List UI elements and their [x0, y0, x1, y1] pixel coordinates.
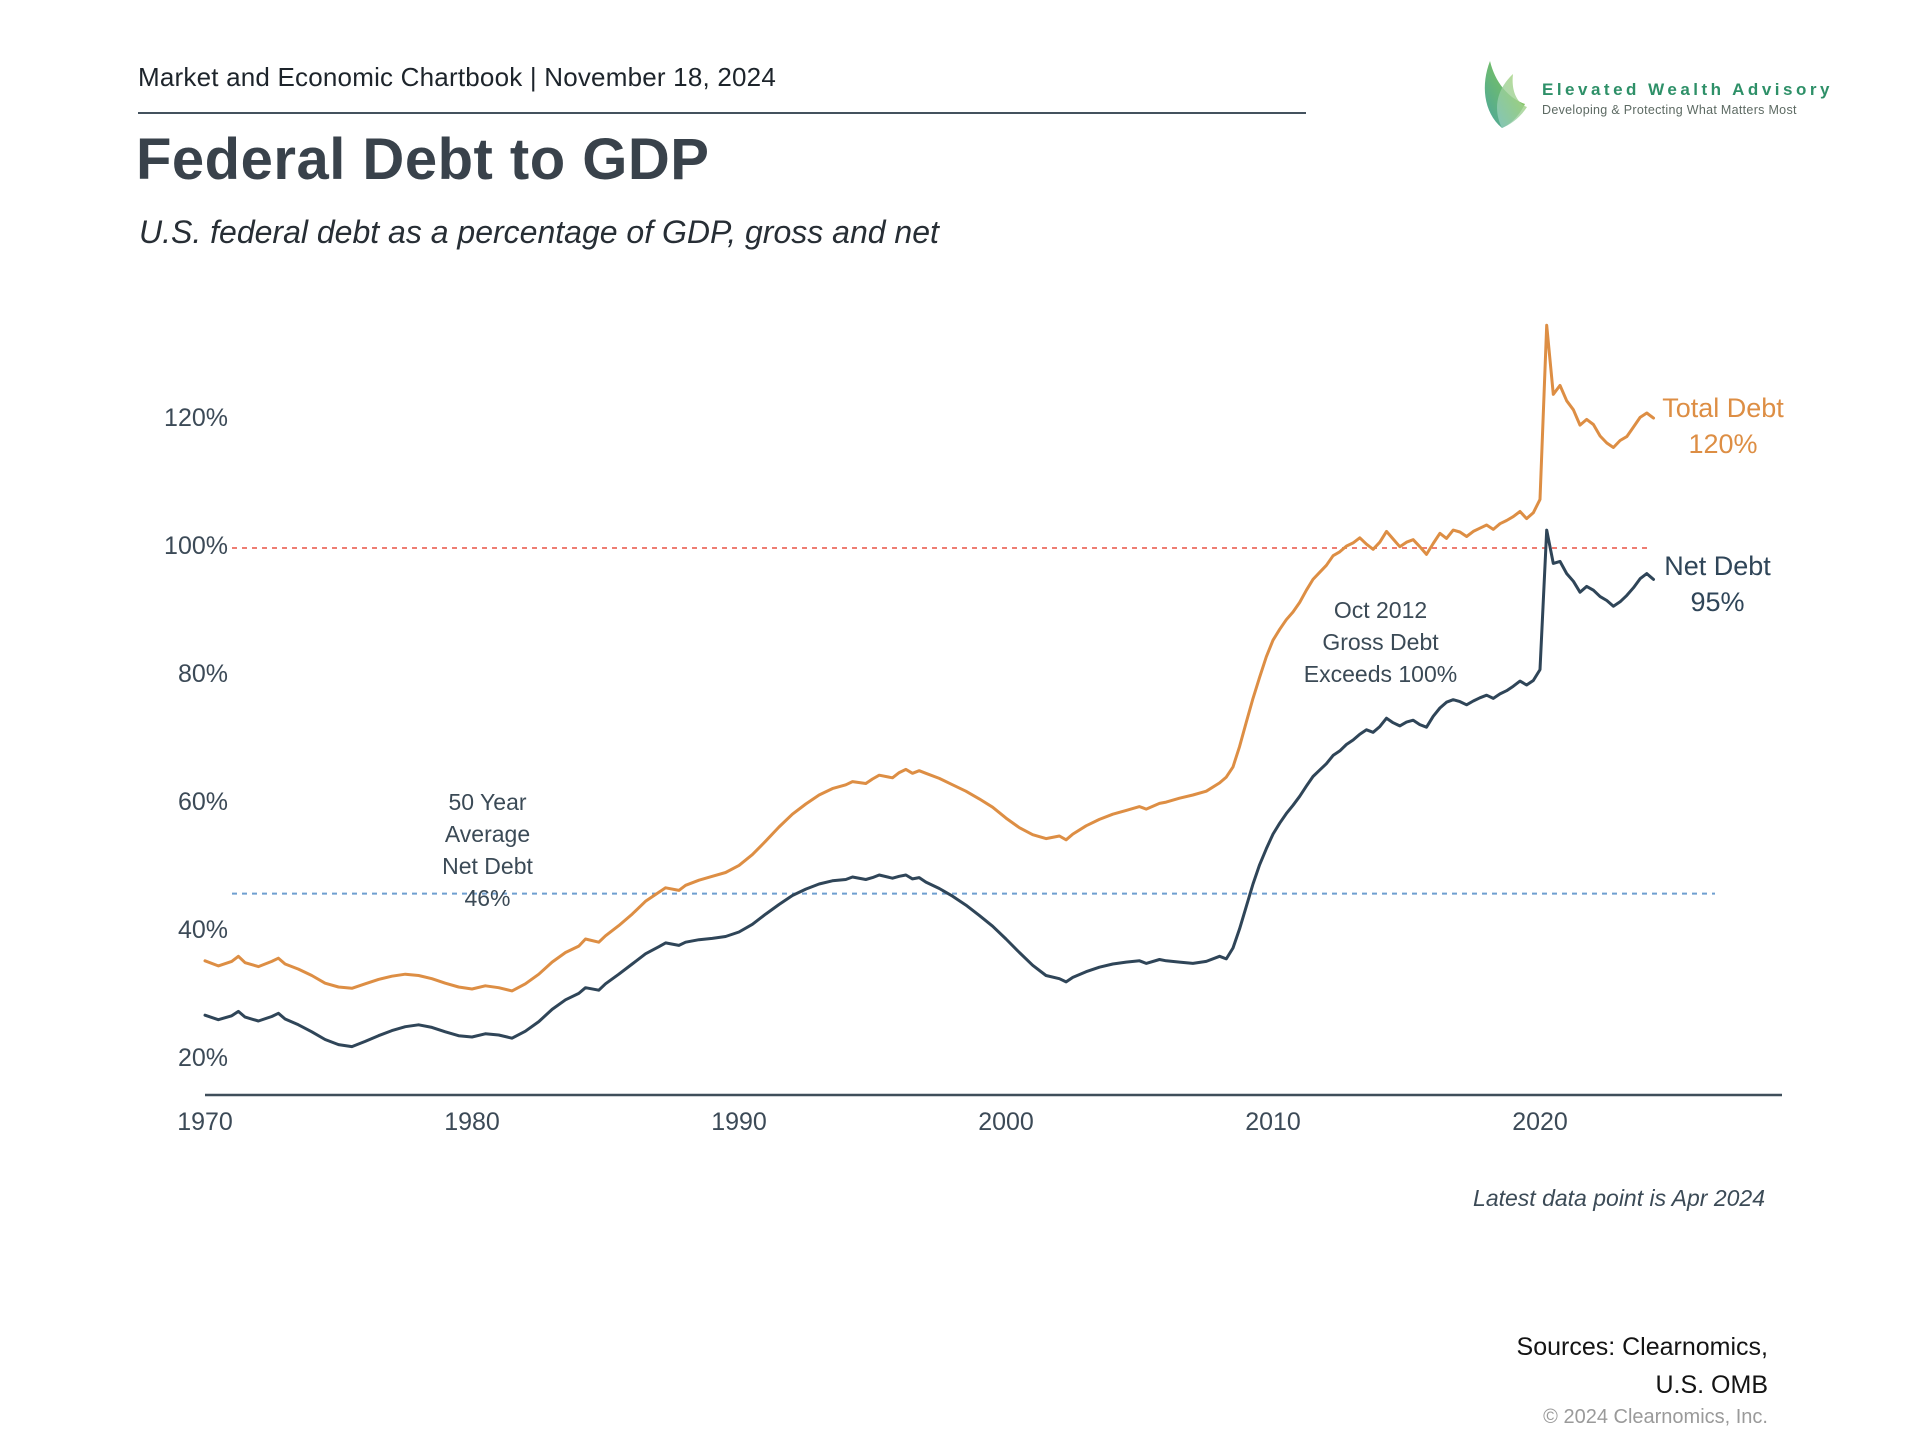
x-axis-tick-label: 2000 [978, 1108, 1034, 1136]
net-debt-series-label: Net Debt 95% [1645, 548, 1790, 620]
series-value-label: 120% [1688, 429, 1758, 459]
logo-tagline: Developing & Protecting What Matters Mos… [1542, 103, 1797, 117]
leaf-logo-icon [1478, 58, 1530, 135]
y-axis-tick-label: 60% [177, 788, 228, 816]
total-debt-line [203, 323, 1655, 993]
series-value-label: 95% [1690, 587, 1745, 617]
series-name-label: Net Debt [1664, 551, 1771, 581]
sources-line-2: U.S. OMB [1655, 1371, 1768, 1399]
net-debt-line [203, 528, 1655, 1049]
y-axis-tick-label: 80% [177, 660, 228, 688]
annotation-oct-2012: Oct 2012 Gross Debt Exceeds 100% [1293, 594, 1468, 690]
page-title: Federal Debt to GDP [136, 127, 710, 192]
annotation-line: Exceeds 100% [1303, 661, 1458, 687]
x-axis-tick-label: 2020 [1512, 1108, 1568, 1136]
company-logo: Elevated Wealth Advisory Developing & Pr… [1478, 58, 1833, 135]
annotation-line: 50 Year Average [444, 789, 531, 847]
annotation-line: 46% [464, 885, 511, 911]
header-divider [138, 112, 1306, 114]
page-subtitle: U.S. federal debt as a percentage of GDP… [139, 214, 939, 250]
annotation-line: Net Debt [442, 853, 533, 879]
annotation-line: Gross Debt [1322, 629, 1439, 655]
y-axis-tick-label: 40% [177, 916, 228, 944]
y-axis-tick-label: 120% [164, 404, 228, 432]
annotation-line: Oct 2012 [1333, 597, 1428, 623]
copyright-text: © 2024 Clearnomics, Inc. [1543, 1406, 1768, 1428]
sources-line-1: Sources: Clearnomics, [1516, 1333, 1768, 1361]
sources-text: Sources: Clearnomics, U.S. OMB [1365, 1328, 1768, 1404]
chartbook-header: Market and Economic Chartbook | November… [138, 62, 776, 92]
logo-text: Elevated Wealth Advisory Developing & Pr… [1542, 80, 1833, 117]
x-axis-tick-label: 1990 [711, 1108, 767, 1136]
logo-company-name: Elevated Wealth Advisory [1542, 80, 1833, 99]
x-axis-tick-label: 1970 [177, 1108, 233, 1136]
y-axis-tick-label: 20% [177, 1044, 228, 1072]
y-axis-tick-label: 100% [164, 532, 228, 560]
series-name-label: Total Debt [1662, 393, 1784, 423]
annotation-50-year-average: 50 Year Average Net Debt 46% [405, 786, 570, 914]
x-axis-tick-label: 1980 [444, 1108, 500, 1136]
latest-data-footnote: Latest data point is Apr 2024 [1473, 1185, 1765, 1211]
x-axis-tick-label: 2010 [1245, 1108, 1301, 1136]
total-debt-series-label: Total Debt 120% [1648, 390, 1798, 462]
